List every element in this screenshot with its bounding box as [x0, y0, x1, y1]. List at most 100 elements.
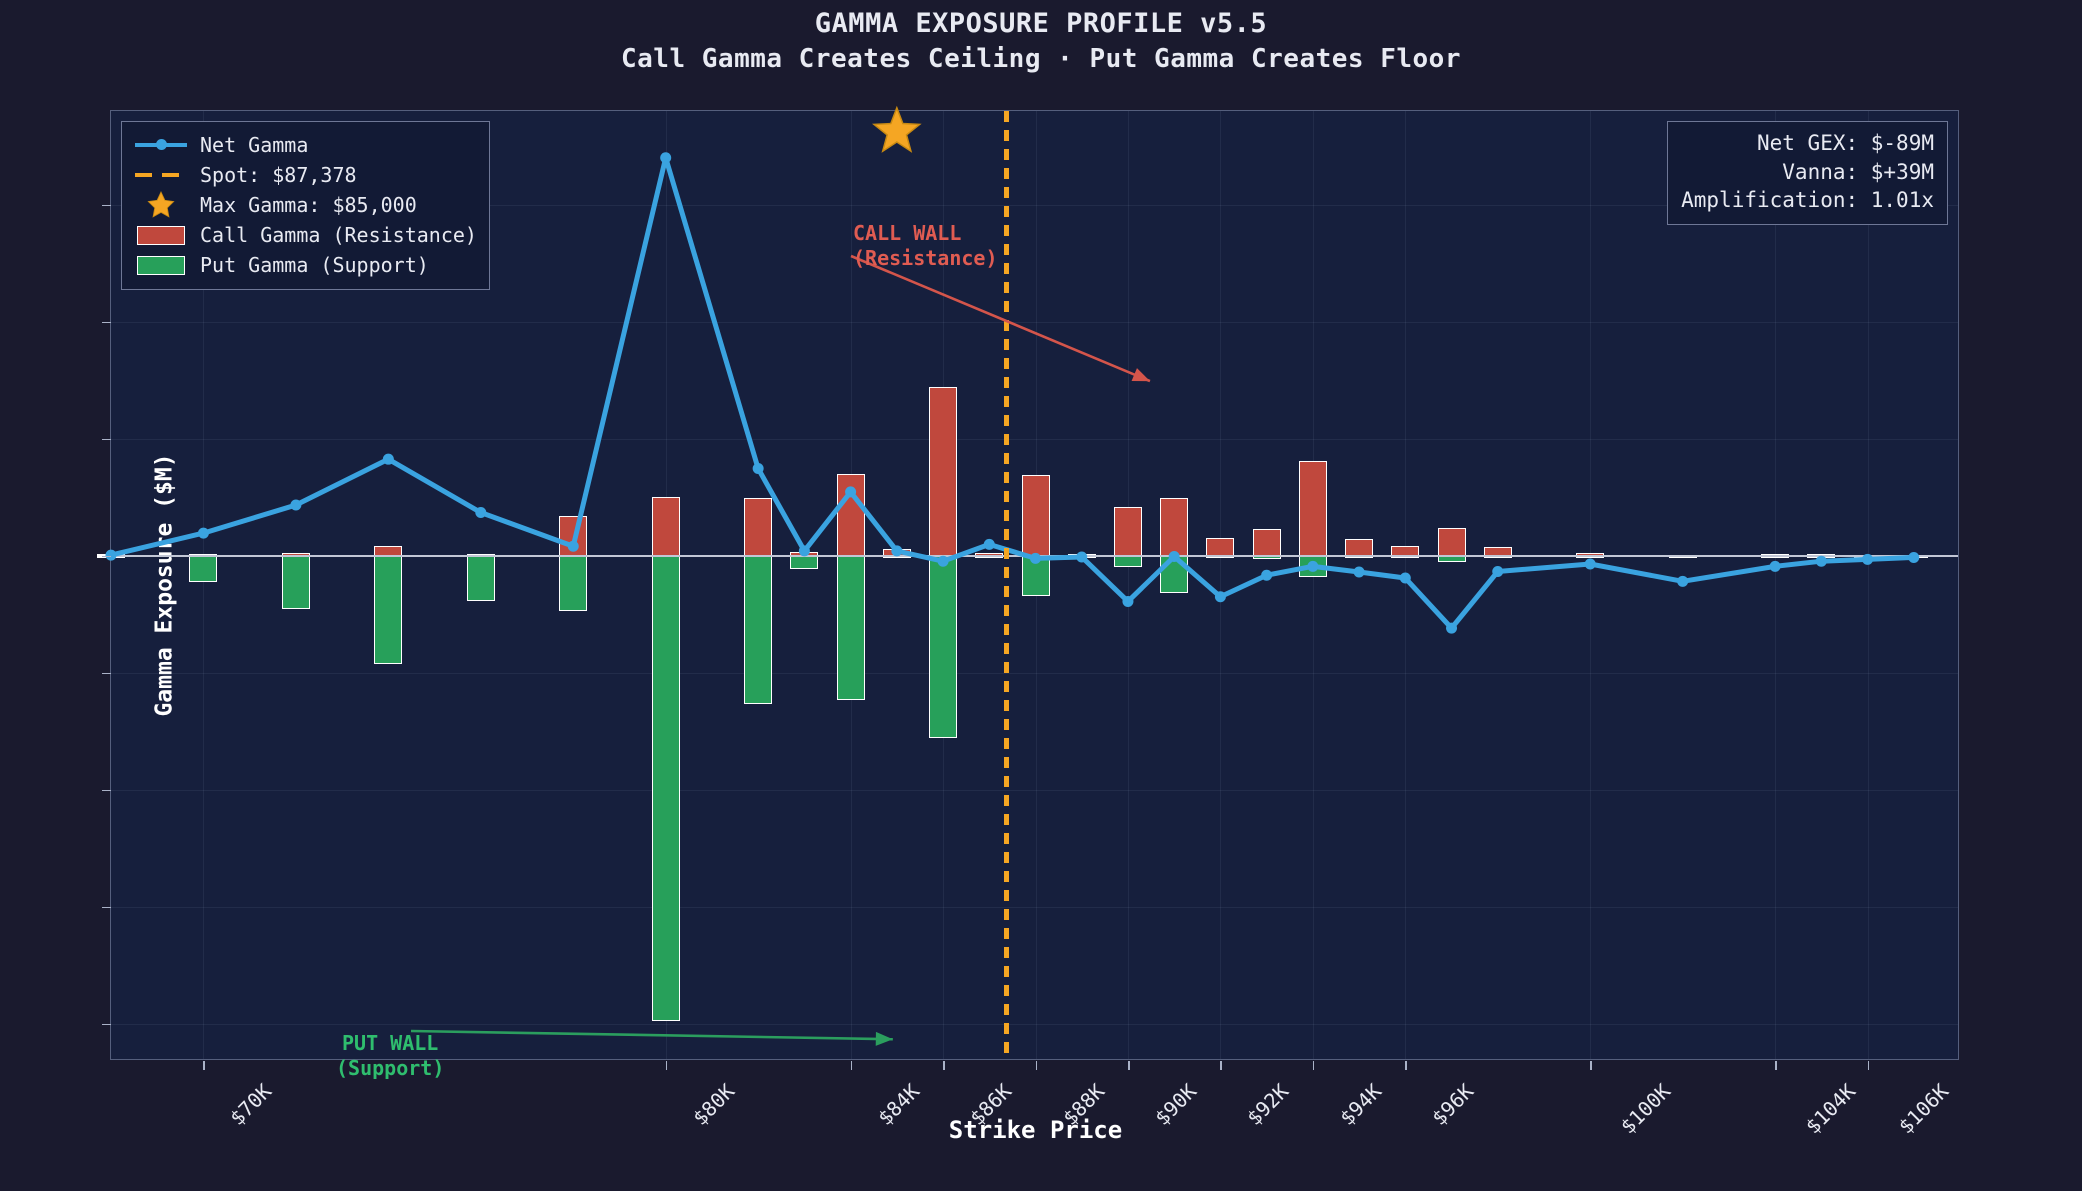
net-gamma-point [1862, 553, 1874, 565]
gridline-horizontal [111, 1023, 1958, 1025]
legend-item-call-gamma[interactable]: Call Gamma (Resistance) [132, 220, 477, 250]
gridline-vertical [1867, 111, 1869, 1059]
net-gamma-point [891, 545, 903, 557]
put-gamma-bar [189, 555, 218, 582]
y-axis-tick-mark [102, 204, 111, 207]
net-gex-stat: Net GEX: $-89M [1756, 131, 1934, 155]
amplification-stat: Amplification: 1.01x [1681, 188, 1934, 213]
y-axis-tick-mark [102, 438, 111, 441]
net-gamma-point [660, 152, 672, 164]
x-axis-tick-mark [203, 1061, 206, 1070]
put-gamma-bar [929, 555, 958, 738]
x-axis-tick-mark [1867, 1061, 1870, 1070]
x-axis-tick-mark [1127, 1061, 1130, 1070]
call-gamma-bar [1113, 506, 1142, 556]
gridline-horizontal [111, 438, 1958, 440]
put-gamma-bar [281, 555, 310, 609]
y-axis-tick-mark [102, 1023, 111, 1026]
gridline-vertical [1312, 111, 1314, 1059]
put-gamma-bar [744, 555, 773, 705]
star-icon [132, 190, 190, 220]
gridline-vertical [1775, 111, 1777, 1059]
net-gamma-point [1815, 555, 1827, 567]
x-axis-tick-mark [1220, 1061, 1222, 1070]
x-axis-tick-mark [1590, 1061, 1592, 1070]
chart-title: GAMMA EXPOSURE PROFILE v5.5 [814, 8, 1268, 39]
y-axis-tick-mark [102, 906, 111, 909]
put-wall-annotation: PUT WALL (Support) [336, 1031, 444, 1081]
chart-legend[interactable]: Net Gamma Spot: $87,378 Max Gamma: $85,0… [121, 121, 490, 290]
legend-item-max-gamma[interactable]: Max Gamma: $85,000 [132, 190, 477, 220]
chart-subtitle: Call Gamma Creates Ceiling · Put Gamma C… [621, 44, 1461, 74]
annotation-arrows [410, 254, 1151, 1046]
net-gamma-point [1168, 551, 1180, 563]
gridline-vertical [1590, 111, 1592, 1059]
y-axis-tick-mark [102, 321, 111, 324]
net-gamma-point [845, 486, 857, 498]
legend-item-put-gamma[interactable]: Put Gamma (Support) [132, 250, 477, 280]
gridline-horizontal [111, 906, 1958, 908]
net-gamma-point [1446, 622, 1458, 634]
legend-label: Max Gamma: $85,000 [200, 193, 417, 217]
net-gamma-point [1122, 595, 1134, 607]
x-axis-tick-mark [1035, 1061, 1038, 1070]
net-gamma-point [382, 453, 394, 465]
y-axis-tick-mark [102, 672, 111, 675]
vanna-stat: Vanna: $+39M [1782, 159, 1934, 184]
net-gamma-line-icon [132, 138, 190, 152]
legend-label: Call Gamma (Resistance) [200, 223, 477, 247]
legend-label: Net Gamma [200, 133, 309, 157]
call-gamma-bar [1298, 461, 1327, 556]
plot-area: Gamma Exposure ($M) Strike Price 7550250… [97, 105, 1959, 1144]
x-axis-label: Strike Price [948, 1116, 1123, 1144]
call-wall-label-1: CALL WALL [853, 221, 962, 245]
net-gamma-point [1492, 565, 1504, 577]
call-wall-arrow [850, 254, 1151, 383]
x-axis-tick-mark [943, 1061, 945, 1070]
gridline-horizontal [111, 672, 1958, 674]
net-gamma-point [1353, 566, 1365, 578]
put-wall-label-1: PUT WALL [342, 1031, 439, 1055]
net-gamma-point [475, 507, 487, 519]
gridline-horizontal [111, 789, 1958, 791]
call-wall-label-2: (Resistance) [853, 246, 998, 270]
net-gamma-point [752, 463, 764, 475]
gridline-vertical [1127, 111, 1129, 1059]
gridline-horizontal [111, 321, 1958, 323]
gridline-vertical [1220, 111, 1222, 1059]
put-gamma-bar [836, 555, 865, 701]
call-wall-annotation: CALL WALL (Resistance) [853, 221, 998, 271]
legend-item-net-gamma[interactable]: Net Gamma [132, 130, 477, 160]
spot-price-line [1004, 111, 1010, 1059]
net-gamma-point [1214, 591, 1226, 603]
net-gamma-polyline [108, 155, 1917, 631]
net-gamma-point [1030, 552, 1041, 564]
y-axis-tick-mark [102, 789, 111, 792]
net-gamma-point [1399, 572, 1411, 584]
call-gamma-swatch-icon [132, 225, 190, 245]
put-gamma-swatch-icon [132, 255, 190, 275]
net-gamma-point [983, 538, 995, 550]
legend-label: Put Gamma (Support) [200, 253, 429, 277]
put-gamma-bar [466, 555, 495, 602]
net-gamma-point [1677, 575, 1689, 587]
net-gamma-point [197, 527, 209, 539]
net-gamma-point [1076, 551, 1088, 563]
put-gamma-bar [1021, 555, 1050, 596]
put-gamma-bar [651, 555, 680, 1022]
x-axis-tick-mark [1775, 1061, 1777, 1070]
put-gamma-bar [559, 555, 588, 612]
net-gamma-point [567, 540, 579, 552]
y-axis-tick-mark [102, 555, 111, 558]
gridline-vertical [203, 111, 205, 1059]
net-gamma-line [105, 105, 1920, 634]
put-wall-label-2: (Support) [336, 1056, 445, 1080]
stats-box: Net GEX: $-89M Vanna: $+39M Amplificatio… [1667, 121, 1948, 225]
net-gamma-point [1769, 560, 1781, 572]
net-gamma-point [1261, 569, 1273, 581]
x-axis-tick-mark [1405, 1061, 1407, 1070]
put-gamma-bar [374, 555, 403, 665]
net-gamma-point [105, 549, 117, 561]
legend-item-spot[interactable]: Spot: $87,378 [132, 160, 477, 190]
